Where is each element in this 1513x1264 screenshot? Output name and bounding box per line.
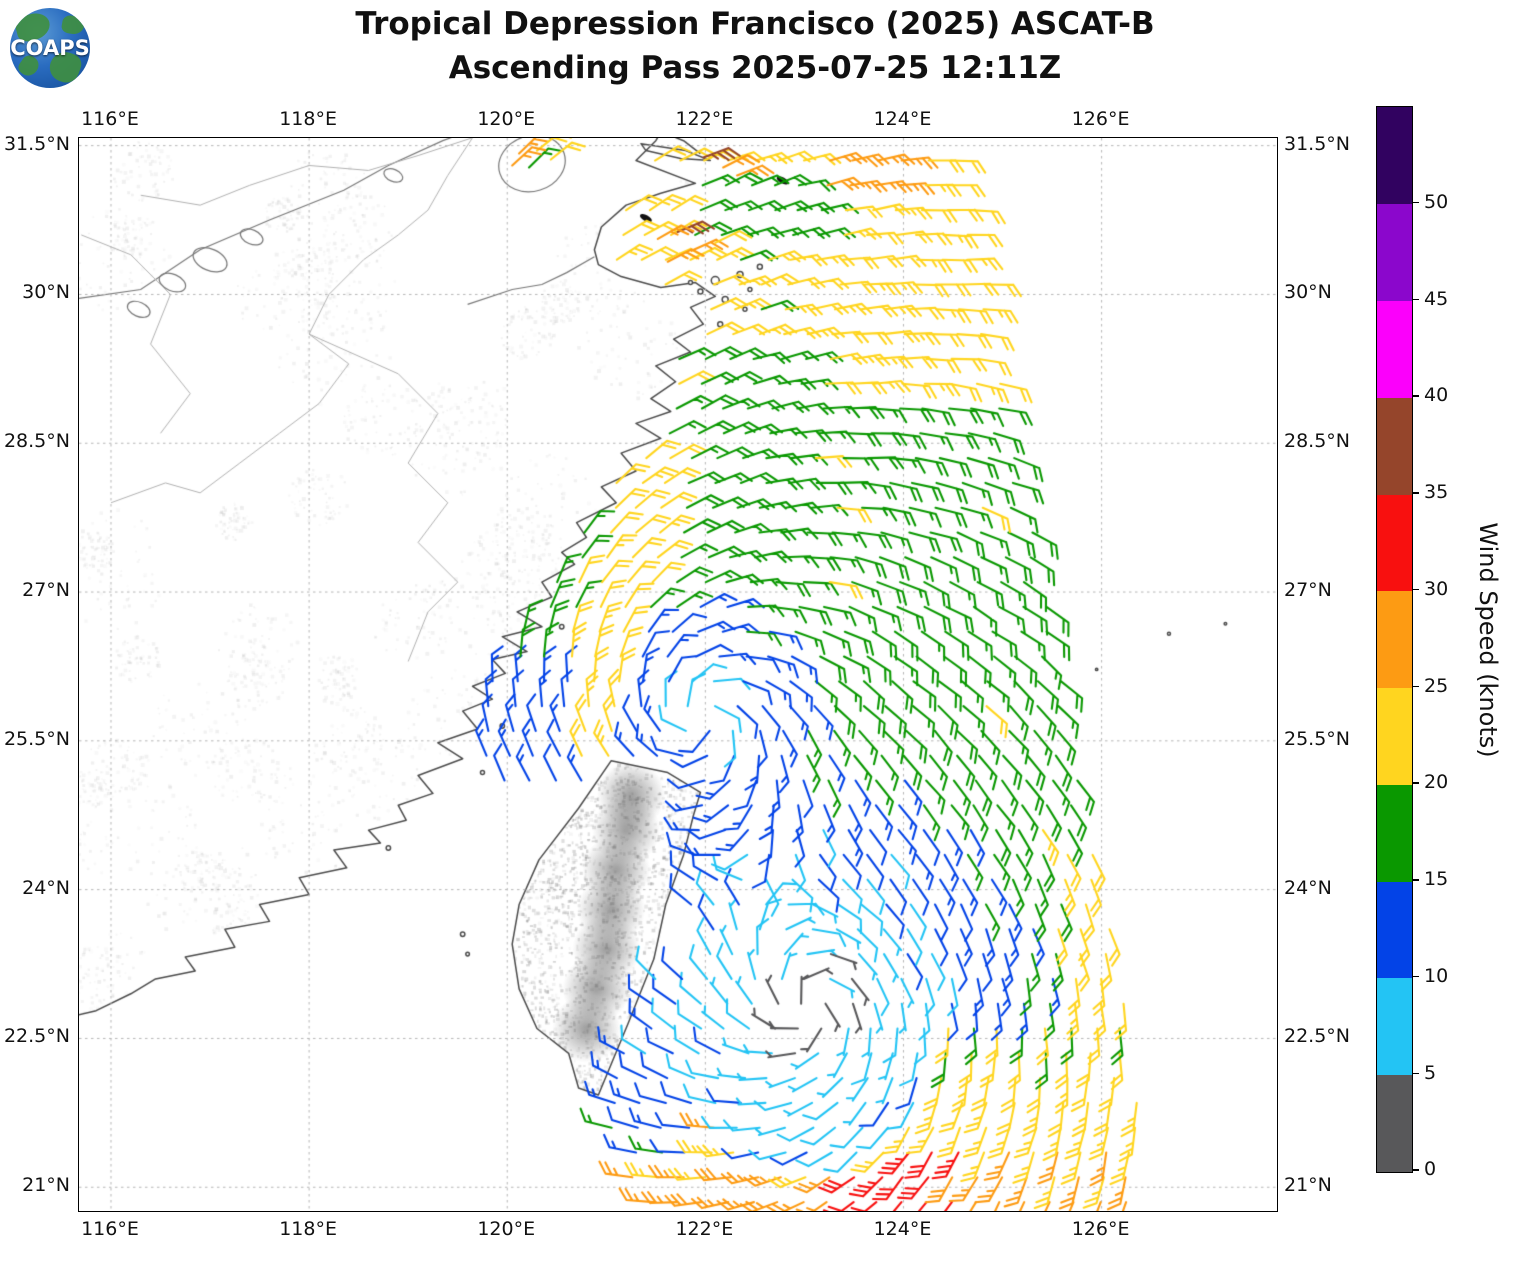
- colorbar-segment: [1377, 1074, 1412, 1172]
- y-axis-tick-label-right: 31.5°N: [1284, 132, 1351, 155]
- colorbar-tick-label: 15: [1424, 868, 1449, 891]
- x-axis-tick-label-bottom: 120°E: [477, 1218, 536, 1240]
- colorbar-segment: [1377, 881, 1412, 979]
- colorbar-axis-title: Wind Speed (knots): [1438, 106, 1502, 1173]
- y-axis-tick-label-left: 24°N: [22, 876, 70, 899]
- coaps-logo: COAPS: [10, 8, 90, 88]
- y-axis-tick-label-right: 28.5°N: [1284, 430, 1351, 453]
- colorbar-tick: [1413, 879, 1419, 881]
- x-axis-tick-label-top: 118°E: [279, 108, 337, 130]
- x-axis-tick-label-bottom: 116°E: [81, 1218, 139, 1240]
- x-axis-tick-label-top: 124°E: [873, 108, 932, 130]
- colorbar-tick: [1413, 298, 1419, 301]
- x-axis-tick-label-bottom: 126°E: [1071, 1218, 1130, 1240]
- colorbar-tick-label: 50: [1424, 190, 1449, 213]
- colorbar-segment: [1377, 687, 1412, 785]
- colorbar-tick: [1413, 975, 1419, 978]
- colorbar-tick-label: 25: [1424, 674, 1449, 697]
- colorbar-tick: [1413, 782, 1419, 784]
- colorbar-segment: [1377, 590, 1412, 689]
- y-axis-tick-label-right: 22.5°N: [1284, 1025, 1351, 1048]
- y-axis-tick-label-left: 28.5°N: [3, 430, 70, 453]
- colorbar-tick: [1413, 492, 1419, 494]
- colorbar-tick: [1413, 1169, 1419, 1171]
- y-axis-tick-label-right: 27°N: [1284, 579, 1332, 602]
- y-axis-tick-label-left: 27°N: [22, 579, 70, 602]
- colorbar-tick-label: 45: [1424, 287, 1449, 310]
- wind-speed-colorbar: [1376, 106, 1413, 1173]
- colorbar-tick: [1413, 201, 1419, 204]
- wind-barb-map-canvas: [79, 138, 1277, 1211]
- colorbar-segment: [1377, 300, 1412, 398]
- x-axis-tick-label-bottom: 122°E: [675, 1218, 734, 1240]
- colorbar-tick: [1413, 1072, 1419, 1075]
- colorbar-tick: [1413, 395, 1419, 397]
- x-axis-tick-label-bottom: 124°E: [873, 1218, 932, 1240]
- colorbar-segment: [1377, 107, 1412, 205]
- y-axis-tick-label-left: 22.5°N: [3, 1025, 70, 1048]
- colorbar-segment: [1377, 977, 1412, 1076]
- colorbar-tick-label: 10: [1424, 964, 1449, 987]
- logo-continent-shape: [60, 14, 86, 36]
- colorbar-segment: [1377, 203, 1412, 301]
- x-axis-tick-label-top: 122°E: [675, 108, 734, 130]
- colorbar-tick: [1413, 588, 1419, 591]
- y-axis-tick-label-right: 24°N: [1284, 876, 1332, 899]
- colorbar-tick: [1413, 685, 1419, 688]
- y-axis-tick-label-right: 30°N: [1284, 281, 1332, 304]
- figure-title-line1: Tropical Depression Francisco (2025) ASC…: [355, 6, 1155, 42]
- y-axis-tick-label-left: 31.5°N: [3, 132, 70, 155]
- y-axis-tick-label-right: 21°N: [1284, 1174, 1332, 1197]
- y-axis-tick-label-left: 25.5°N: [3, 727, 70, 750]
- colorbar-tick-label: 20: [1424, 771, 1449, 794]
- colorbar-title-text: Wind Speed (knots): [1474, 521, 1502, 758]
- y-axis-tick-label-right: 25.5°N: [1284, 727, 1351, 750]
- colorbar-tick-label: 40: [1424, 384, 1449, 407]
- x-axis-tick-label-top: 120°E: [477, 108, 536, 130]
- x-axis-tick-label-bottom: 118°E: [279, 1218, 337, 1240]
- colorbar-tick-label: 5: [1424, 1061, 1437, 1084]
- figure-title-line2: Ascending Pass 2025-07-25 12:11Z: [448, 50, 1062, 86]
- colorbar-tick-label: 0: [1424, 1158, 1437, 1181]
- logo-text: COAPS: [10, 36, 90, 60]
- x-axis-tick-label-top: 126°E: [1071, 108, 1130, 130]
- colorbar-segment: [1377, 494, 1412, 592]
- colorbar-segment: [1377, 397, 1412, 495]
- colorbar-tick-label: 35: [1424, 481, 1449, 504]
- colorbar-tick-label: 30: [1424, 577, 1449, 600]
- y-axis-tick-label-left: 21°N: [22, 1174, 70, 1197]
- y-axis-tick-label-left: 30°N: [22, 281, 70, 304]
- colorbar-segment: [1377, 784, 1412, 882]
- x-axis-tick-label-top: 116°E: [81, 108, 139, 130]
- map-plot-area: [78, 137, 1278, 1212]
